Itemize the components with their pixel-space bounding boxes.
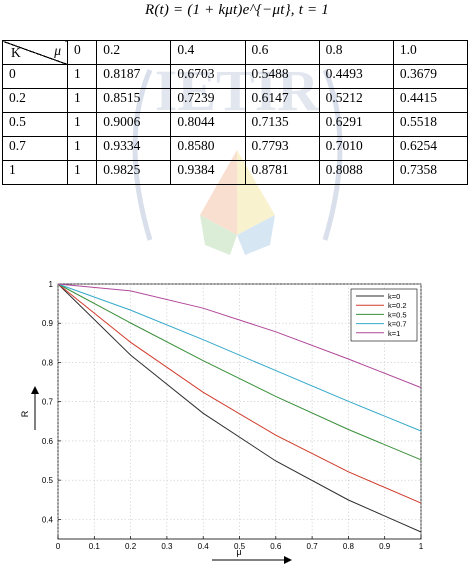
x-tick-label: 0.5 xyxy=(234,542,246,551)
column-header-mu: 0.2 xyxy=(96,40,172,65)
table-row: 0.5 1 0.9006 0.8044 0.7135 0.6291 0.5518 xyxy=(2,112,469,137)
table-cell: 0.6147 xyxy=(244,88,320,113)
x-axis-arrow xyxy=(212,556,292,564)
x-tick-label: 0.1 xyxy=(89,542,101,551)
y-tick-label: 0.4 xyxy=(42,515,54,524)
row-header-k: 1 xyxy=(2,160,68,185)
y-tick-label: 0.7 xyxy=(42,398,54,407)
table-cell: 0.7135 xyxy=(244,112,320,137)
table-cell: 0.6254 xyxy=(392,136,469,161)
y-tick-label: 0.8 xyxy=(42,358,54,367)
series-line-2 xyxy=(57,283,422,461)
column-header-mu: 0 xyxy=(66,40,98,65)
reliability-table: μ K 0 0.2 0.4 0.6 0.8 1.0 0 1 0.8187 0.6703 0.548… xyxy=(2,40,469,185)
table-cell: 0.8781 xyxy=(244,160,320,185)
table-cell: 0.7010 xyxy=(318,136,394,161)
watermark-petal xyxy=(237,215,275,255)
legend-entry: k=0.7 xyxy=(388,320,407,329)
table-cell: 0.8187 xyxy=(96,64,172,89)
series-line-1 xyxy=(57,283,422,504)
table-cell: 0.7239 xyxy=(170,88,246,113)
table-cell: 0.8580 xyxy=(170,136,246,161)
x-tick-label: 1 xyxy=(419,542,424,551)
column-header-mu: 1.0 xyxy=(392,40,469,65)
table-cell: 1 xyxy=(66,112,98,137)
x-tick-label: 0.8 xyxy=(343,542,355,551)
x-tick-label: 0.4 xyxy=(198,542,210,551)
table-cell: 0.9384 xyxy=(170,160,246,185)
table-cell: 0.6291 xyxy=(318,112,394,137)
table-cell: 1 xyxy=(66,136,98,161)
table-cell: 0.9334 xyxy=(96,136,172,161)
table-cell: 0.8044 xyxy=(170,112,246,137)
row-header-k: 0.7 xyxy=(2,136,68,161)
table-header-row: μ K 0 0.2 0.4 0.6 0.8 1.0 xyxy=(2,40,469,65)
row-header-k: 0.2 xyxy=(2,88,68,113)
table-cell: 0.5212 xyxy=(318,88,394,113)
table-cell: 0.8515 xyxy=(96,88,172,113)
column-header-mu: 0.4 xyxy=(170,40,246,65)
table-cell: 0.5518 xyxy=(392,112,469,137)
x-tick-label: 0.7 xyxy=(307,542,319,551)
table-cell: 0.9825 xyxy=(96,160,172,185)
row-header-k: 0 xyxy=(2,64,68,89)
watermark-petal xyxy=(200,215,237,255)
table-cell: 0.4493 xyxy=(318,64,394,89)
table-cell: 0.5488 xyxy=(244,64,320,89)
corner-k-label: K xyxy=(11,45,21,60)
legend-entry: k=0.5 xyxy=(388,310,407,319)
x-tick-label: 0.9 xyxy=(379,542,391,551)
legend-entry: k=1 xyxy=(388,329,400,338)
x-tick-label: 0.2 xyxy=(125,542,137,551)
row-header-k: 0.5 xyxy=(2,112,68,137)
table-cell: 0.4415 xyxy=(392,88,469,113)
table-row: 0.2 1 0.8515 0.7239 0.6147 0.5212 0.4415 xyxy=(2,88,469,113)
table-cell: 0.8088 xyxy=(318,160,394,185)
table-row: 0 1 0.8187 0.6703 0.5488 0.4493 0.3679 xyxy=(2,64,469,89)
table-cell: 1 xyxy=(66,160,98,185)
legend-entry: k=0 xyxy=(388,292,400,301)
y-tick-label: 0.9 xyxy=(42,319,54,328)
table-cell: 0.7793 xyxy=(244,136,320,161)
y-tick-label: 1 xyxy=(49,280,54,289)
y-axis-label: R xyxy=(20,410,30,417)
reliability-formula: R(t) = (1 + kμt)e^{−μt}, t = 1 xyxy=(144,2,329,18)
table-cell: 0.3679 xyxy=(392,64,469,89)
column-header-mu: 0.8 xyxy=(318,40,394,65)
column-header-mu: 0.6 xyxy=(244,40,320,65)
table-cell: 0.7358 xyxy=(392,160,469,185)
table-row: 1 1 0.9825 0.9384 0.8781 0.8088 0.7358 xyxy=(2,160,469,185)
table-cell: 1 xyxy=(66,64,98,89)
y-tick-label: 0.6 xyxy=(42,437,54,446)
reliability-chart: 0 0.1 0.2 0.3 0.4 0.5 0.6 0.7 0.8 0.9 1 0.4 0.5 0.6 0.… xyxy=(20,280,424,564)
x-tick-label: 0 xyxy=(56,542,61,551)
corner-mu-label: μ xyxy=(54,43,61,58)
series-line-3 xyxy=(57,283,422,432)
table-corner-cell: μ K xyxy=(2,40,68,65)
legend-entry: k=0.2 xyxy=(388,301,407,310)
y-axis-arrow xyxy=(31,386,39,430)
x-axis-label: μ xyxy=(236,547,241,557)
series-line-4 xyxy=(57,283,422,389)
x-tick-label: 0.6 xyxy=(270,542,282,551)
y-tick-label: 0.5 xyxy=(42,476,54,485)
table-cell: 0.9006 xyxy=(96,112,172,137)
table-cell: 1 xyxy=(66,88,98,113)
series-line-0 xyxy=(57,283,422,533)
x-tick-label: 0.3 xyxy=(161,542,173,551)
table-row: 0.7 1 0.9334 0.8580 0.7793 0.7010 0.6254 xyxy=(2,136,469,161)
table-cell: 0.6703 xyxy=(170,64,246,89)
